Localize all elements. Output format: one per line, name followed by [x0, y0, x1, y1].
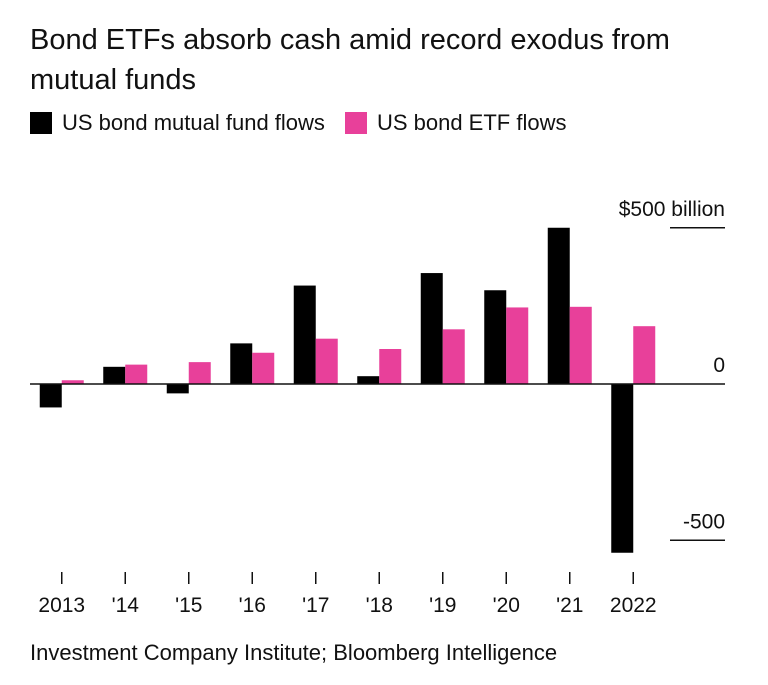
x-tick-label-7: '20	[493, 594, 520, 617]
legend-label-etf: US bond ETF flows	[376, 110, 567, 135]
chart-title: Bond ETFs absorb cash amid record exodus…	[30, 24, 670, 96]
x-tick-label-2: '15	[175, 594, 202, 617]
x-tick-label-9: 2022	[610, 594, 657, 617]
bar-etf-3	[252, 352, 275, 384]
bar-mutual-4	[293, 285, 316, 384]
y-tick-label-1: 0	[713, 354, 725, 377]
x-tick-label-3: '16	[239, 594, 266, 617]
bar-mutual-9	[611, 384, 634, 553]
legend-item-etf: US bond ETF flows	[344, 110, 567, 136]
source-note: Investment Company Institute; Bloomberg …	[30, 640, 558, 665]
x-tick-label-5: '18	[366, 594, 393, 617]
x-tick-label-6: '19	[429, 594, 456, 617]
legend-swatch-etf	[344, 112, 367, 134]
bar-etf-1	[125, 364, 148, 384]
bar-etf-8	[569, 306, 592, 384]
bar-mutual-5	[357, 376, 380, 384]
bar-mutual-1	[103, 366, 126, 384]
y-tick-label-2: -500	[683, 510, 725, 533]
bar-mutual-8	[547, 227, 570, 384]
x-tick-label-8: '21	[556, 594, 583, 617]
legend-item-mutual: US bond mutual fund flows	[30, 110, 325, 136]
x-tick-label-4: '17	[302, 594, 329, 617]
bar-mutual-6	[420, 273, 443, 384]
bar-mutual-2	[166, 384, 189, 394]
bar-etf-5	[379, 349, 402, 384]
y-tick-label-0: $500 billion	[619, 198, 725, 221]
x-tick-label-0: 2013	[38, 594, 85, 617]
legend: US bond mutual fund flows US bond ETF fl…	[30, 110, 586, 136]
bar-mutual-0	[39, 384, 62, 408]
bar-etf-7	[506, 307, 529, 384]
bar-etf-4	[315, 338, 338, 384]
bar-mutual-7	[484, 290, 507, 384]
bar-mutual-3	[230, 343, 253, 384]
bar-etf-6	[442, 329, 465, 384]
bar-etf-9	[633, 326, 656, 384]
legend-label-mutual: US bond mutual fund flows	[62, 110, 325, 135]
legend-swatch-mutual	[30, 112, 52, 134]
bar-etf-2	[188, 362, 211, 384]
bar-etf-0	[61, 380, 84, 384]
x-tick-label-1: '14	[112, 594, 140, 617]
